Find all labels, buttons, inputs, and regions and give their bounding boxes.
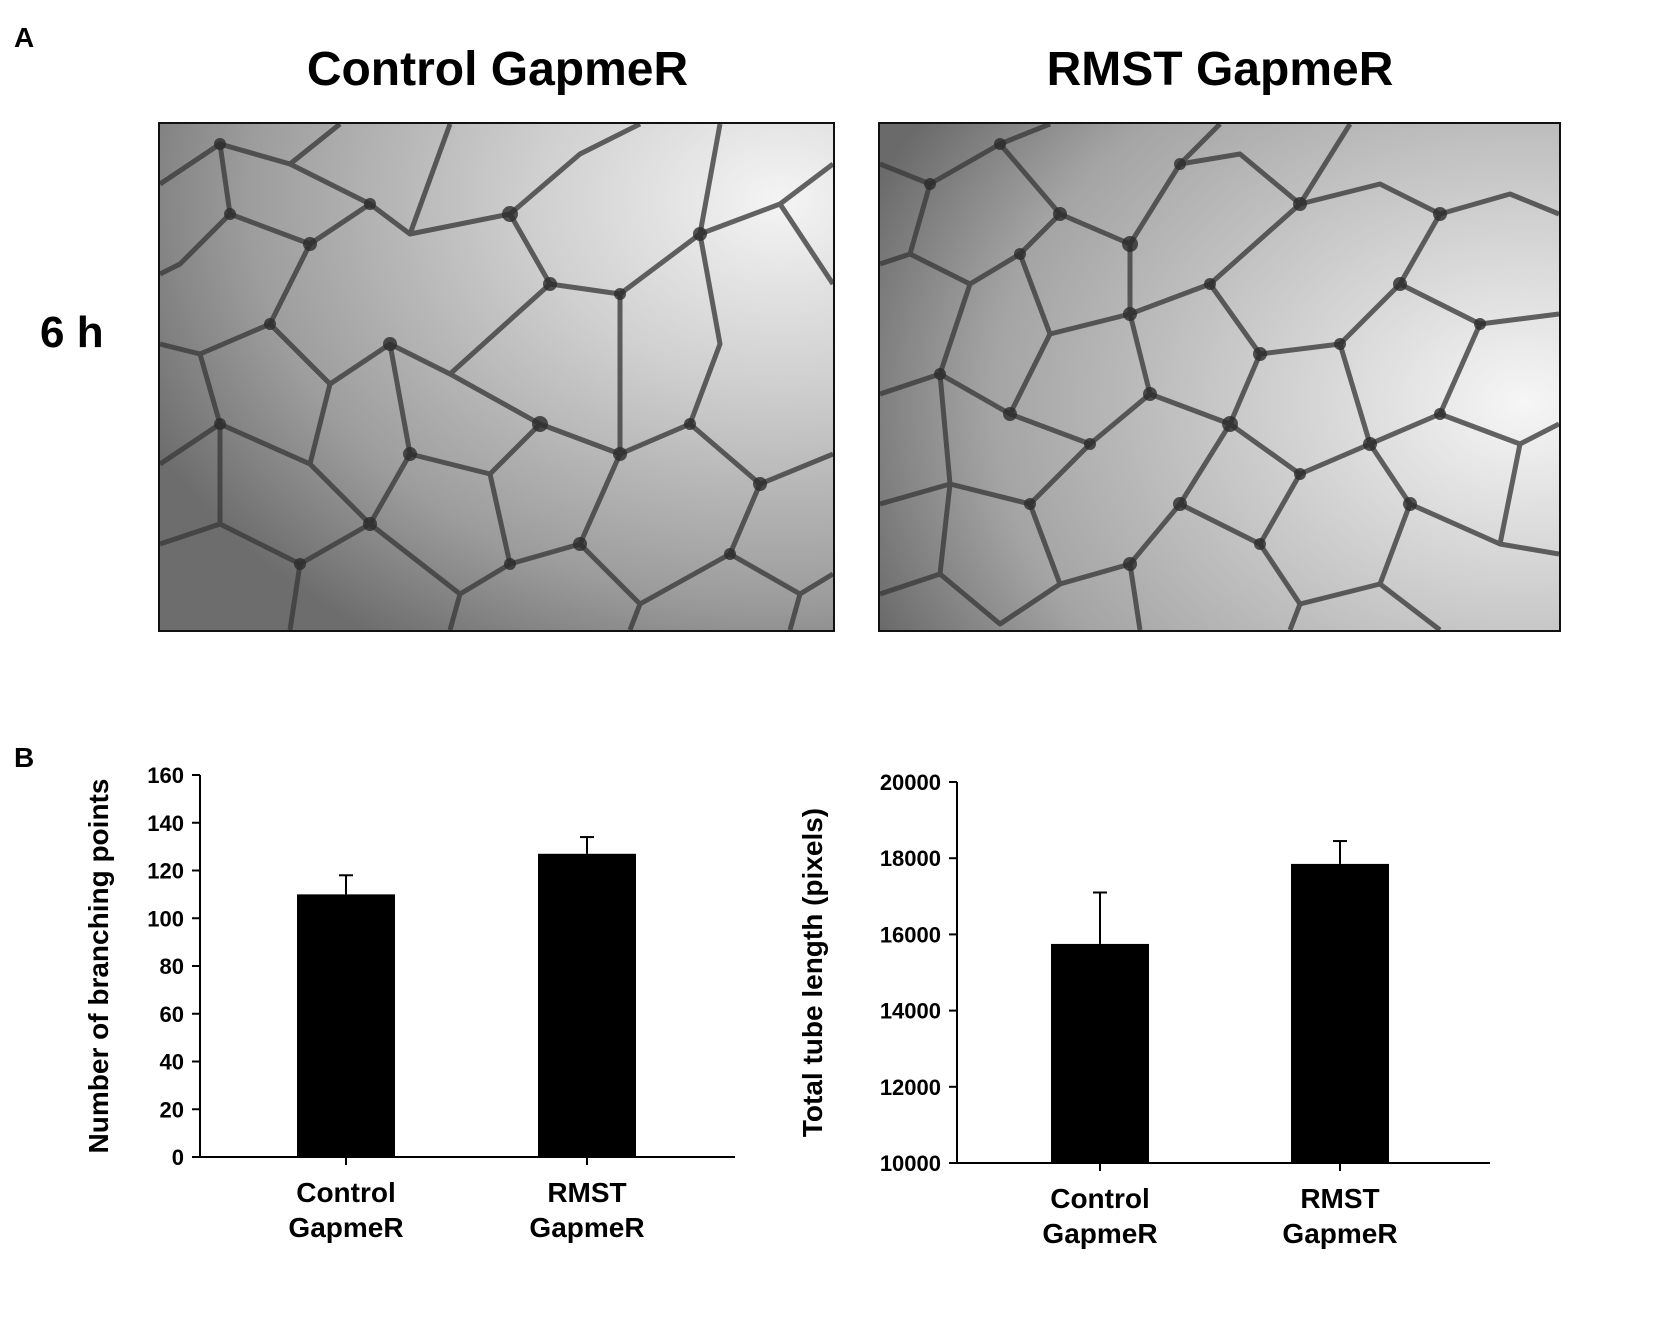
x-tick-label: RMST: [547, 1177, 626, 1208]
y-tick-label: 140: [147, 811, 184, 836]
y-tick-label: 20: [160, 1097, 184, 1122]
y-tick-label: 20000: [880, 770, 941, 795]
x-tick-label: GapmeR: [1042, 1218, 1157, 1249]
y-tick-label: 120: [147, 859, 184, 884]
y-tick-label: 16000: [880, 922, 941, 947]
y-tick-label: 0: [172, 1145, 184, 1170]
x-tick-label: RMST: [1300, 1183, 1379, 1214]
y-tick-label: 100: [147, 906, 184, 931]
x-tick-label: Control: [1050, 1183, 1150, 1214]
panel-a-label: A: [14, 22, 35, 53]
tube-length-chart: 10000 12000 14000 16000 18000 20000 Total tube…: [800, 770, 1490, 1249]
y-tick-label: 12000: [880, 1075, 941, 1100]
bar: [1291, 863, 1389, 1163]
time-point-label: 6 h: [40, 308, 104, 357]
x-tick-label: GapmeR: [529, 1212, 644, 1243]
y-tick-label: 60: [160, 1002, 184, 1027]
branching-points-chart: 0 20 40 60 80 100 120 140 160 Number of branching…: [83, 763, 735, 1243]
y-tick-label: 40: [160, 1050, 184, 1075]
y-axis-label: Number of branching points: [83, 779, 114, 1154]
x-tick-label: Control: [296, 1177, 396, 1208]
bar: [297, 894, 395, 1157]
y-tick-label: 18000: [880, 846, 941, 871]
control-micrograph: [158, 122, 835, 632]
y-tick-label: 80: [160, 954, 184, 979]
control-gapmer-title: Control GapmeR: [306, 43, 689, 96]
y-tick-label: 14000: [880, 999, 941, 1024]
bar: [538, 853, 636, 1157]
panel-b-label: B: [14, 742, 35, 773]
y-tick-label: 10000: [880, 1151, 941, 1176]
y-tick-label: 160: [147, 763, 184, 788]
bar: [1051, 943, 1149, 1163]
x-tick-label: GapmeR: [288, 1212, 403, 1243]
x-tick-label: GapmeR: [1282, 1218, 1397, 1249]
rmst-micrograph: [878, 122, 1561, 632]
rmst-gapmer-title: RMST GapmeR: [1046, 43, 1394, 96]
y-axis-label: Total tube length (pixels): [800, 808, 828, 1137]
